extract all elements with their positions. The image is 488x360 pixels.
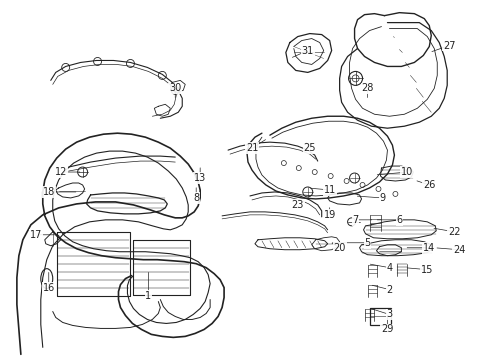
- Text: 13: 13: [194, 173, 206, 183]
- Text: 28: 28: [361, 84, 373, 93]
- Text: 31: 31: [301, 45, 313, 55]
- Text: 29: 29: [381, 324, 393, 334]
- Text: 20: 20: [333, 243, 345, 253]
- Bar: [369, 307, 390, 325]
- Text: 21: 21: [245, 143, 258, 153]
- Text: 23: 23: [291, 200, 304, 210]
- Text: 27: 27: [442, 41, 454, 50]
- Text: 11: 11: [323, 185, 335, 195]
- Text: 1: 1: [145, 291, 151, 301]
- Text: 26: 26: [422, 180, 435, 190]
- Text: 16: 16: [42, 283, 55, 293]
- Text: 6: 6: [396, 215, 402, 225]
- Text: 7: 7: [352, 215, 358, 225]
- Text: 12: 12: [55, 167, 67, 177]
- Text: 24: 24: [452, 245, 465, 255]
- Text: 25: 25: [303, 143, 315, 153]
- Text: 2: 2: [386, 284, 392, 294]
- Text: 30: 30: [169, 84, 181, 93]
- Text: 10: 10: [401, 167, 413, 177]
- Text: 5: 5: [364, 238, 370, 248]
- Text: 15: 15: [420, 265, 432, 275]
- Text: 17: 17: [30, 230, 42, 240]
- Text: 22: 22: [447, 227, 460, 237]
- Text: 8: 8: [193, 193, 199, 203]
- Text: 4: 4: [386, 263, 392, 273]
- Text: 18: 18: [42, 187, 55, 197]
- Text: 3: 3: [386, 310, 392, 319]
- Text: 19: 19: [323, 210, 335, 220]
- Text: 9: 9: [379, 193, 385, 203]
- Text: 14: 14: [422, 243, 434, 253]
